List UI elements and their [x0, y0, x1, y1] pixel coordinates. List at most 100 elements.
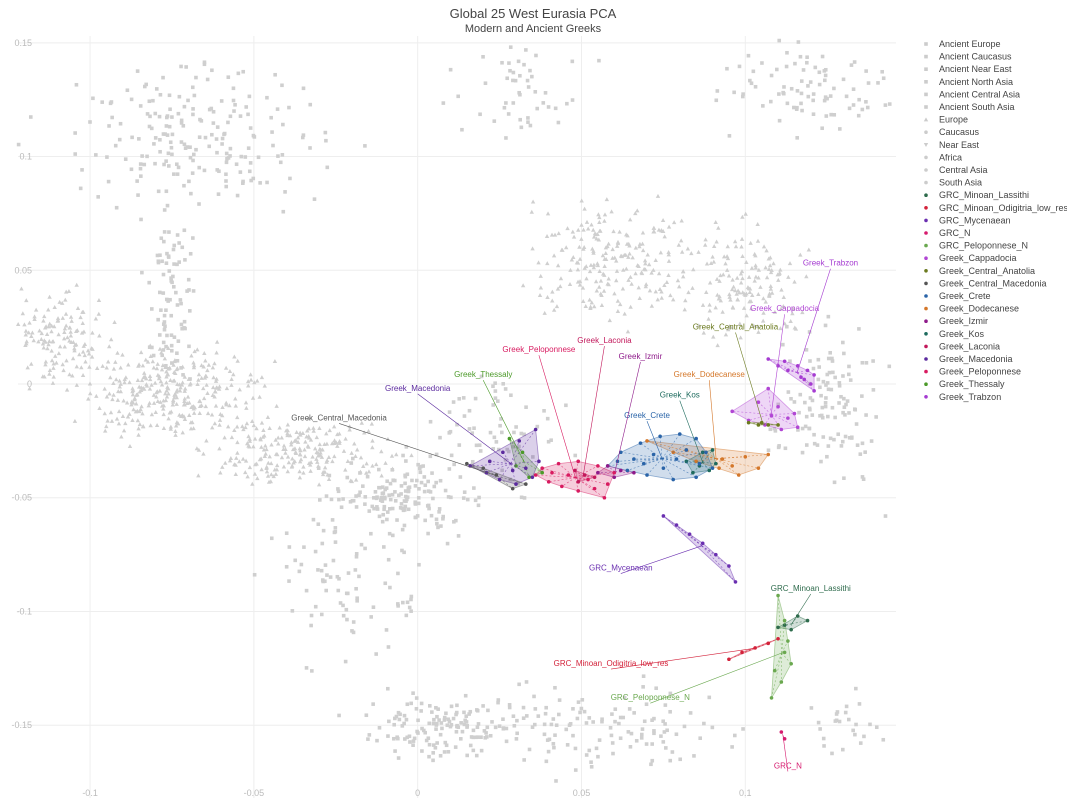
background-point [529, 209, 534, 214]
background-point [417, 466, 422, 471]
legend-item[interactable]: Greek_Izmir [924, 316, 988, 326]
background-point [579, 222, 584, 227]
legend-item[interactable]: Central Asia [924, 165, 988, 175]
background-point [88, 120, 92, 124]
legend-item[interactable]: Greek_Peloponnese [924, 367, 1021, 377]
background-point [823, 323, 828, 328]
legend-item[interactable]: Ancient North Asia [924, 77, 1013, 87]
background-point [761, 310, 766, 315]
legend-label: Ancient South Asia [939, 102, 1015, 112]
background-point [707, 280, 713, 285]
background-point [366, 469, 372, 474]
legend-item[interactable]: Greek_Central_Anatolia [924, 266, 1035, 276]
background-point [375, 738, 379, 743]
legend-item[interactable]: Greek_Cappadocia [924, 253, 1017, 263]
background-point [512, 723, 517, 728]
legend-item[interactable]: Greek_Central_Macedonia [924, 278, 1047, 288]
background-point [239, 154, 244, 159]
background-point [292, 438, 297, 443]
legend-item[interactable]: GRC_Minoan_Lassithi [924, 190, 1029, 200]
greek-dodecanese-leader-line [708, 380, 717, 459]
x-axis-ticks: -0.1 -0.05 0 0.05 0.1 [82, 788, 751, 798]
legend-item[interactable]: Ancient Europe [924, 39, 1001, 49]
background-point [434, 705, 438, 710]
legend-item[interactable]: Ancient Near East [924, 64, 1012, 74]
background-point [203, 358, 208, 363]
legend-item[interactable]: Greek_Crete [924, 291, 991, 301]
background-point [354, 554, 359, 559]
background-point [252, 135, 257, 139]
legend-marker [924, 67, 928, 71]
legend-item[interactable]: Greek_Trabzon [924, 392, 1001, 402]
legend-item[interactable]: Greek_Macedonia [924, 354, 1013, 364]
background-point [451, 716, 456, 721]
background-point [785, 101, 790, 106]
legend-item[interactable]: Greek_Dodecanese [924, 304, 1019, 314]
background-point [111, 392, 116, 397]
background-point [349, 461, 354, 465]
background-point [546, 105, 551, 109]
grc-minoan-odigitria-low-res-point [740, 650, 744, 655]
background-point [402, 508, 407, 512]
legend-item[interactable]: GRC_Peloponnese_N [924, 241, 1028, 251]
greek-peloponnese-point [540, 466, 544, 470]
background-point [33, 307, 39, 312]
background-point [341, 603, 345, 608]
background-point [369, 531, 373, 536]
grc-peloponnese-n-point [776, 593, 780, 598]
background-point [857, 97, 861, 102]
background-point [249, 178, 253, 183]
legend-item[interactable]: Ancient South Asia [924, 102, 1015, 112]
legend-item[interactable]: Ancient Central Asia [924, 89, 1020, 99]
legend-item[interactable]: Caucasus [924, 127, 980, 137]
legend-item[interactable]: GRC_Mycenaean [924, 215, 1011, 225]
background-point [86, 396, 91, 401]
background-point [50, 339, 56, 344]
background-point [845, 399, 850, 403]
background-point [105, 418, 110, 423]
background-point [174, 401, 179, 406]
background-point [423, 483, 428, 488]
background-point [271, 474, 276, 479]
background-point [685, 246, 691, 251]
background-point [172, 243, 177, 248]
background-point [828, 94, 833, 98]
legend-item[interactable]: Africa [924, 152, 962, 162]
legend-item[interactable]: Greek_Laconia [924, 341, 1000, 351]
background-point [472, 426, 476, 430]
background-point [413, 484, 418, 488]
legend-item[interactable]: Greek_Thessaly [924, 379, 1005, 389]
background-point [851, 103, 856, 107]
background-point [714, 239, 719, 244]
legend-item[interactable]: Europe [923, 115, 968, 125]
greek-kos-point [714, 461, 718, 466]
background-point [696, 323, 702, 328]
background-point [491, 446, 496, 451]
background-point [82, 353, 87, 358]
background-point [29, 361, 34, 366]
legend-item[interactable]: GRC_Minoan_Odigitria_low_res [924, 203, 1067, 213]
legend-item[interactable]: Ancient Caucasus [924, 52, 1012, 62]
greek-crete-point [671, 477, 676, 482]
legend-item[interactable]: GRC_N [924, 228, 971, 238]
background-point [167, 230, 171, 234]
legend-item[interactable]: South Asia [924, 178, 982, 188]
greek-crete-spoke [661, 433, 681, 459]
background-point [154, 390, 159, 395]
legend-label: Ancient Central Asia [939, 89, 1020, 99]
background-point [688, 711, 693, 715]
background-point [406, 486, 411, 490]
legend-item[interactable]: Greek_Kos [924, 329, 985, 339]
background-point [549, 232, 555, 237]
background-point [196, 473, 201, 478]
legend-item[interactable]: Near East [923, 140, 980, 150]
background-point [325, 165, 330, 170]
background-point [395, 735, 399, 740]
greek-macedonia-spoke [470, 463, 511, 467]
legend-label: Africa [939, 152, 962, 162]
background-point [293, 558, 298, 563]
background-point [104, 424, 109, 429]
background-point [749, 265, 755, 270]
background-point [254, 426, 259, 431]
legend-label: Greek_Trabzon [939, 392, 1001, 402]
